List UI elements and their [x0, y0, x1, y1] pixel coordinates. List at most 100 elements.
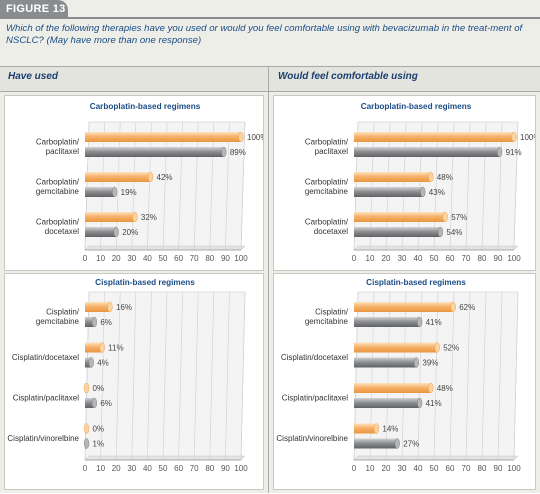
gridline [225, 291, 230, 461]
chart-have-used-cisplatin: Cisplatin-based regimens 0 10 20 30 40 50 60 70 8… [7, 278, 248, 473]
x-tick-label: 90 [494, 254, 503, 263]
bar-cap [112, 186, 118, 198]
gridline [209, 121, 215, 251]
x-tick-label: 40 [414, 254, 423, 263]
bar-cap [450, 301, 456, 313]
bar-cap [442, 211, 448, 223]
data-label: 48% [437, 173, 453, 182]
chart-panel-comfortable-carboplatin: Carboplatin-based regimens 0 10 20 30 40 50 60 7… [273, 95, 540, 271]
data-label: 32% [141, 213, 157, 222]
gridline [240, 291, 246, 461]
bar-cap [113, 226, 119, 238]
bar-cap [428, 171, 434, 183]
x-tick-label: 30 [398, 254, 407, 263]
x-tick-label: 80 [205, 464, 214, 473]
bar-cap [434, 342, 440, 353]
x-tick-label: 0 [352, 254, 357, 263]
bar-series-1 [354, 302, 454, 312]
data-label: 16% [116, 303, 132, 312]
bar-series-1 [85, 302, 110, 312]
bar-cap [99, 342, 105, 353]
bar-series-1 [354, 172, 431, 182]
bar-series-2 [354, 398, 420, 408]
bar-series-2 [354, 187, 423, 197]
plot-floor [353, 455, 519, 461]
bar-cap [147, 171, 154, 183]
gridline [465, 121, 471, 251]
gridline [481, 291, 487, 461]
bar-cap [511, 131, 517, 143]
x-tick-label: 60 [174, 464, 183, 473]
gridline [481, 121, 487, 251]
data-label: 6% [100, 399, 112, 408]
x-tick-label: 80 [478, 464, 487, 473]
column-header-right: Would feel comfortable using [278, 71, 418, 82]
bar-series-2 [85, 147, 224, 157]
chart-title: Cisplatin-based regimens [366, 278, 466, 287]
category-label: Carboplatin/ [305, 177, 349, 186]
chart-title: Carboplatin-based regimens [361, 102, 472, 111]
chart-title: Cisplatin-based regimens [95, 278, 195, 287]
category-label: docetaxel [45, 227, 79, 236]
bar-series-1 [85, 132, 241, 142]
x-tick-label: 20 [112, 254, 121, 263]
data-label: 54% [446, 228, 462, 237]
bar-series-1 [354, 423, 377, 434]
x-tick-label: 0 [352, 464, 357, 473]
data-label: 14% [382, 425, 398, 434]
x-tick-label: 0 [83, 254, 88, 263]
gridline [178, 121, 183, 251]
column-header-left: Have used [8, 71, 59, 82]
x-tick-label: 100 [234, 254, 248, 263]
x-tick-label: 50 [159, 254, 168, 263]
category-label: gemcitabine [36, 187, 80, 196]
x-tick-label: 70 [462, 464, 471, 473]
bar-cap [83, 382, 90, 394]
data-label: 20% [122, 228, 138, 237]
category-label: gemcitabine [305, 317, 349, 326]
bar-cap [91, 316, 97, 328]
bar-series-2 [85, 187, 115, 197]
category-label: Carboplatin/ [36, 177, 80, 186]
bar-cap [88, 357, 94, 368]
data-label: 42% [157, 173, 173, 182]
x-tick-label: 10 [366, 254, 375, 263]
chart-comfortable-carboplatin: Carboplatin-based regimens 0 10 20 30 40 50 60 7… [305, 102, 540, 263]
x-tick-label: 40 [143, 464, 152, 473]
gridline [513, 121, 519, 251]
chart-panel-have-used-carboplatin: Carboplatin-based regimens 0 10 20 30 40 50 60 7… [4, 95, 267, 271]
bar-cap [437, 226, 444, 238]
data-label: 41% [426, 399, 442, 408]
gridline [193, 291, 199, 461]
x-tick-label: 70 [190, 254, 199, 263]
gridline [497, 121, 503, 251]
gridline [100, 291, 105, 461]
x-tick-label: 10 [96, 464, 105, 473]
bar-series-2 [354, 227, 441, 237]
data-label: 52% [443, 344, 459, 353]
gridline [497, 291, 503, 461]
x-tick-label: 10 [96, 254, 105, 263]
x-tick-label: 90 [221, 464, 230, 473]
x-tick-label: 30 [127, 254, 136, 263]
gridline [115, 291, 121, 461]
category-label: Cisplatin/docetaxel [12, 353, 79, 362]
figure-question: Which of the following therapies have yo… [6, 23, 523, 46]
category-label: Cisplatin/paclitaxel [13, 393, 79, 402]
data-label: 43% [429, 188, 445, 197]
bar-series-2 [354, 438, 398, 449]
data-label: 0% [93, 384, 105, 393]
gridline [465, 291, 471, 461]
data-label: 27% [403, 440, 419, 449]
gridline [147, 291, 152, 461]
bar-cap [420, 186, 426, 198]
category-label: gemcitabine [305, 187, 349, 196]
category-label: gemcitabine [36, 317, 80, 326]
gridline [147, 121, 152, 251]
x-tick-label: 70 [190, 464, 199, 473]
data-label: 11% [108, 344, 123, 353]
data-label: 48% [437, 384, 453, 393]
x-tick-label: 50 [159, 464, 168, 473]
bar-series-2 [85, 357, 92, 368]
bar-cap [107, 301, 113, 313]
